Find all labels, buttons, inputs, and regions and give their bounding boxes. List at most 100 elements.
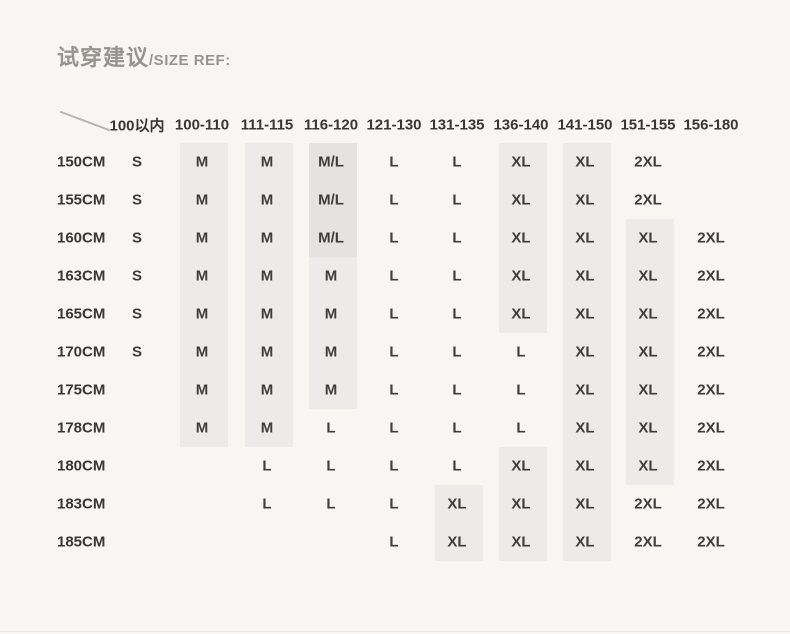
col-header-116-120: 116-120 [303, 116, 359, 134]
size-cell-180CM-151-155: XL [638, 457, 658, 475]
size-cell-178CM-151-155: XL [638, 419, 658, 437]
page-title-cn: 试穿建议 [57, 45, 150, 70]
size-cell-180CM-131-135: L [452, 457, 462, 475]
size-cell-160CM-121-130: L [389, 229, 399, 247]
size-cell-185CM-131-135: XL [447, 533, 467, 551]
size-cell-183CM-121-130: L [389, 495, 399, 513]
col-header-136-140: 136-140 [493, 116, 549, 134]
size-cell-175CM-141-150: XL [575, 381, 595, 399]
size-cell-185CM-141-150: XL [575, 533, 595, 551]
col-header-111-115: 111-115 [240, 116, 294, 134]
col-header-156-180: 156-180 [683, 116, 739, 134]
size-cell-160CM-156-180: 2XL [697, 229, 725, 247]
size-cell-150CM-136-140: XL [511, 153, 531, 171]
size-cell-163CM-156-180: 2XL [697, 267, 725, 285]
size-cell-175CM-136-140: L [516, 381, 526, 399]
size-cell-150CM-151-155: 2XL [634, 153, 662, 171]
size-cell-163CM-121-130: L [389, 267, 399, 285]
size-cell-165CM-151-155: XL [638, 305, 658, 323]
size-cell-178CM-111-115: M [260, 419, 274, 437]
size-cell-163CM-111-115: M [260, 267, 274, 285]
size-cell-160CM-131-135: L [452, 229, 462, 247]
size-cell-150CM-100以内: S [131, 153, 143, 171]
size-cell-180CM-156-180: 2XL [697, 457, 725, 475]
size-cell-160CM-151-155: XL [638, 229, 658, 247]
size-cell-183CM-136-140: XL [511, 495, 531, 513]
size-cell-150CM-141-150: XL [575, 153, 595, 171]
size-cell-155CM-100以内: S [131, 191, 143, 209]
size-cell-178CM-141-150: XL [575, 419, 595, 437]
bottom-divider [0, 631, 790, 632]
size-cell-165CM-141-150: XL [575, 305, 595, 323]
row-header-185CM: 185CM [57, 533, 106, 551]
row-header-163CM: 163CM [57, 267, 106, 285]
size-cell-170CM-116-120: M [324, 343, 338, 361]
col-header-100-110: 100-110 [174, 116, 230, 134]
size-cell-150CM-116-120: M/L [318, 153, 344, 171]
size-cell-178CM-131-135: L [452, 419, 462, 437]
size-cell-160CM-100以内: S [131, 229, 143, 247]
size-cell-170CM-151-155: XL [638, 343, 658, 361]
size-cell-155CM-131-135: L [452, 191, 462, 209]
size-cell-175CM-100-110: M [195, 381, 209, 399]
highlight-band-141-150 [563, 143, 611, 561]
size-cell-165CM-131-135: L [452, 305, 462, 323]
size-cell-155CM-100-110: M [195, 191, 209, 209]
row-header-165CM: 165CM [57, 305, 106, 323]
size-cell-170CM-100-110: M [195, 343, 209, 361]
size-cell-163CM-141-150: XL [575, 267, 595, 285]
highlight-band-116-120 [309, 143, 357, 257]
row-header-150CM: 150CM [57, 153, 106, 171]
col-header-121-130: 121-130 [366, 116, 422, 134]
size-cell-150CM-131-135: L [452, 153, 462, 171]
size-cell-155CM-116-120: M/L [318, 191, 344, 209]
size-cell-178CM-156-180: 2XL [697, 419, 725, 437]
row-header-160CM: 160CM [57, 229, 106, 247]
size-cell-163CM-131-135: L [452, 267, 462, 285]
highlight-band-116-120 [309, 257, 357, 409]
size-cell-185CM-156-180: 2XL [697, 533, 725, 551]
page-title-en: /SIZE REF: [149, 52, 231, 69]
highlight-band-111-115 [245, 143, 293, 447]
size-cell-180CM-141-150: XL [575, 457, 595, 475]
size-cell-165CM-100-110: M [195, 305, 209, 323]
row-header-180CM: 180CM [57, 457, 106, 475]
size-cell-183CM-111-115: L [262, 495, 272, 513]
size-cell-178CM-121-130: L [389, 419, 399, 437]
highlight-band-136-140 [499, 447, 547, 561]
size-cell-163CM-116-120: M [324, 267, 338, 285]
size-cell-185CM-151-155: 2XL [634, 533, 662, 551]
row-header-183CM: 183CM [57, 495, 106, 513]
size-cell-180CM-136-140: XL [511, 457, 531, 475]
size-cell-165CM-136-140: XL [511, 305, 531, 323]
size-cell-185CM-136-140: XL [511, 533, 531, 551]
size-cell-155CM-111-115: M [260, 191, 274, 209]
size-cell-183CM-156-180: 2XL [697, 495, 725, 513]
col-header-141-150: 141-150 [557, 116, 613, 134]
col-header-151-155: 151-155 [620, 116, 676, 134]
size-cell-160CM-141-150: XL [575, 229, 595, 247]
size-cell-175CM-151-155: XL [638, 381, 658, 399]
size-cell-163CM-100以内: S [131, 267, 143, 285]
size-cell-183CM-141-150: XL [575, 495, 595, 513]
size-cell-178CM-100-110: M [195, 419, 209, 437]
size-cell-155CM-141-150: XL [575, 191, 595, 209]
highlight-band-136-140 [499, 143, 547, 333]
size-cell-175CM-116-120: M [324, 381, 338, 399]
size-cell-163CM-100-110: M [195, 267, 209, 285]
size-cell-185CM-121-130: L [389, 533, 399, 551]
size-cell-165CM-100以内: S [131, 305, 143, 323]
size-cell-150CM-121-130: L [389, 153, 399, 171]
size-cell-178CM-116-120: L [326, 419, 336, 437]
size-cell-183CM-116-120: L [326, 495, 336, 513]
size-cell-163CM-151-155: XL [638, 267, 658, 285]
col-header-100以内: 100以内 [109, 117, 165, 135]
size-cell-183CM-151-155: 2XL [634, 495, 662, 513]
size-cell-165CM-111-115: M [260, 305, 274, 323]
size-cell-155CM-136-140: XL [511, 191, 531, 209]
size-cell-170CM-111-115: M [260, 343, 274, 361]
col-header-131-135: 131-135 [429, 116, 485, 134]
row-header-175CM: 175CM [57, 381, 106, 399]
